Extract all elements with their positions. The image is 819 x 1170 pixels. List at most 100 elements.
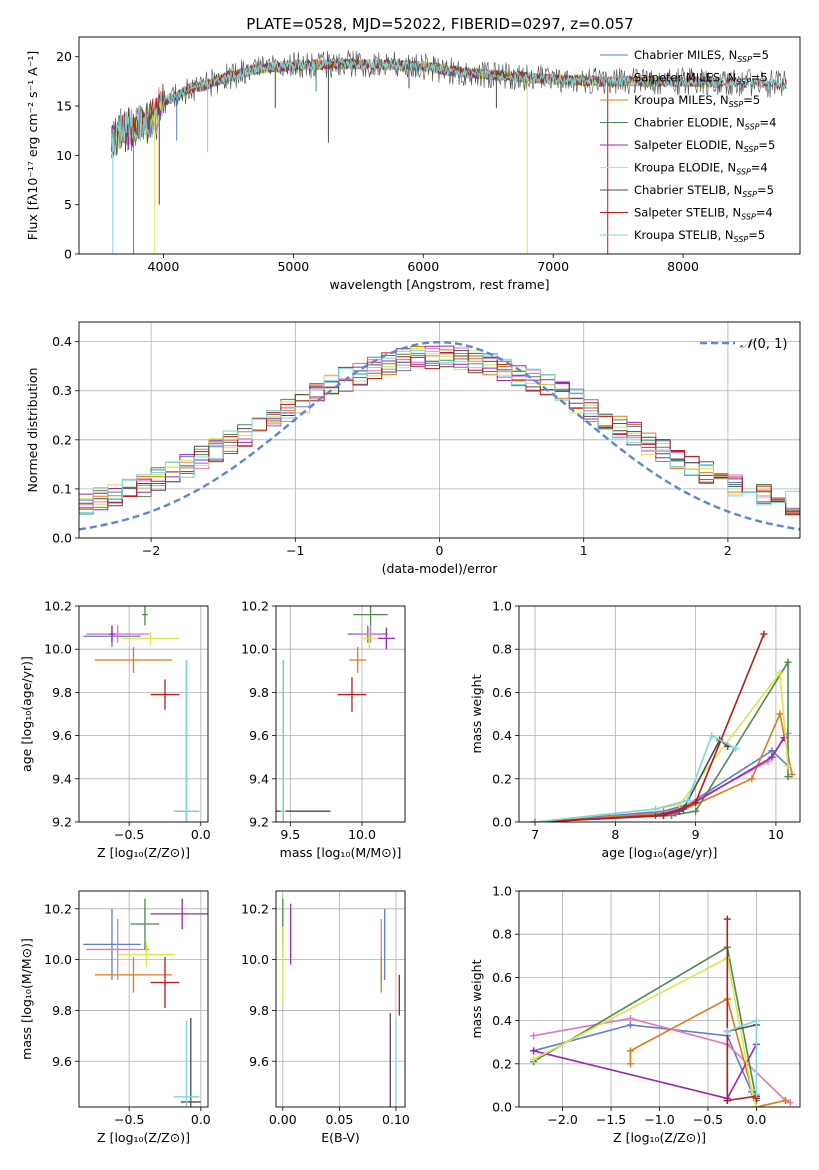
y-tick-label: 10.2 — [241, 599, 269, 614]
x-tick-label: 7000 — [537, 259, 569, 274]
y-tick-label: 10.0 — [241, 642, 269, 657]
weight-series — [723, 1017, 760, 1098]
x-tick-label: 0.10 — [382, 1112, 410, 1127]
weight-line — [535, 738, 729, 822]
weight-marker — [768, 753, 776, 761]
x-tick-label: 5000 — [277, 259, 309, 274]
legend-entry: Chabrier ELODIE, NSSP=4 — [634, 116, 776, 132]
legend-entry: Salpeter STELIB, NSSP=4 — [634, 206, 773, 222]
y-tick-label: 0.8 — [492, 927, 512, 942]
weight-series — [531, 732, 740, 822]
y-axis-label: mass [log₁₀(M/M⊙)] — [19, 938, 34, 1060]
axes-frame — [518, 890, 801, 1108]
legend-entry: Kroupa MILES, NSSP=5 — [634, 93, 760, 109]
x-tick-label: −1.5 — [596, 1112, 626, 1127]
plot-area — [83, 898, 208, 1107]
weight-series — [530, 954, 760, 1107]
panel-age-vs-Z: −0.5 0.0 9.2 9.4 9.6 9.8 10.0 10.2 Z [log₁₀(Z/Z⊙… — [19, 599, 211, 861]
panel-mass-vs-ebv: 0.00 0.05 0.10 9.6 9.8 10.0 10.2 E(B-V) — [241, 890, 410, 1145]
y-tick-label: 0.2 — [52, 432, 72, 447]
data-point — [150, 679, 180, 710]
legend-entry: Kroupa ELODIE, NSSP=4 — [634, 161, 768, 177]
x-tick-label: 6000 — [407, 259, 439, 274]
x-tick-label: 0.0 — [191, 827, 211, 842]
y-tick-label: 0.4 — [52, 334, 72, 349]
weight-marker — [530, 1047, 538, 1055]
histogram-series — [79, 350, 800, 513]
y-tick-label: 10.0 — [44, 642, 72, 657]
data-point — [150, 898, 208, 930]
weight-line — [533, 1044, 758, 1100]
weight-marker — [530, 1032, 538, 1040]
plot-area — [83, 606, 200, 822]
legend: 𝒩(0, 1) — [700, 337, 787, 352]
data-point — [94, 957, 173, 993]
y-tick-label: 10 — [56, 148, 72, 163]
weight-marker — [786, 1099, 794, 1107]
x-axis-label: Z [log₁₀(Z/Z⊙)] — [97, 845, 190, 860]
y-tick-label: 9.8 — [52, 1003, 72, 1018]
data-point — [180, 1018, 201, 1107]
weight-marker — [723, 1097, 731, 1105]
panel-spectrum: 4000 5000 6000 7000 8000 0 5 10 15 20 wavelength [… — [25, 36, 801, 292]
x-tick-label: 2 — [724, 543, 732, 558]
weight-line — [533, 1024, 758, 1099]
data-point — [353, 606, 388, 626]
axes-frame — [518, 605, 801, 823]
data-point — [150, 957, 180, 1008]
data-point — [117, 941, 176, 968]
spectrum-line — [111, 50, 787, 154]
weight-marker — [752, 1090, 760, 1098]
x-tick-label: −2.0 — [547, 1112, 577, 1127]
y-tick-label: 1.0 — [492, 599, 512, 614]
x-tick-label: −1 — [286, 543, 304, 558]
x-axis-label: mass [log₁₀(M/M⊙)] — [280, 845, 402, 860]
x-tick-label: −2 — [142, 543, 160, 558]
y-tick-label: 9.8 — [249, 1003, 269, 1018]
legend-entry: Salpeter ELODIE, NSSP=5 — [634, 138, 775, 154]
x-tick-label: 8000 — [667, 259, 699, 274]
weight-series — [531, 630, 768, 822]
figure-title: PLATE=0528, MJD=52022, FIBERID=0297, z=0… — [246, 15, 633, 33]
y-tick-label: 0.2 — [492, 771, 512, 786]
legend-entry: Chabrier MILES, NSSP=5 — [634, 48, 769, 64]
panel-massweight-vs-Z: −2.0 −1.5 −1.0 −0.5 0.0 0.0 0.2 0.4 0.6 0.8 1.0 Z [… — [469, 884, 801, 1145]
x-axis-label: wavelength [Angstrom, rest frame] — [329, 277, 549, 292]
data-point — [173, 1020, 200, 1107]
data-point — [353, 625, 388, 643]
y-tick-label: 0.8 — [492, 642, 512, 657]
y-tick-label: 0.4 — [492, 728, 512, 743]
weight-marker — [752, 1017, 760, 1025]
x-tick-label: 0.00 — [269, 1112, 297, 1127]
x-tick-label: 1 — [580, 543, 588, 558]
x-tick-label: 0.05 — [325, 1112, 353, 1127]
weight-line — [535, 633, 765, 822]
weight-marker — [692, 799, 700, 807]
y-tick-label: 0.2 — [492, 1056, 512, 1071]
weight-marker — [708, 732, 716, 740]
x-tick-label: 4000 — [148, 259, 180, 274]
x-tick-label: −0.5 — [693, 1112, 723, 1127]
data-point — [86, 625, 150, 643]
data-point — [280, 660, 287, 822]
weight-line — [535, 711, 793, 822]
x-tick-label: 0 — [436, 543, 444, 558]
y-tick-label: 9.6 — [249, 728, 269, 743]
weight-series — [531, 669, 792, 822]
x-axis-label: E(B-V) — [321, 1130, 360, 1145]
weight-marker — [626, 1014, 634, 1022]
weight-marker — [723, 915, 731, 923]
weight-marker — [530, 1055, 538, 1063]
axes-frame — [78, 605, 209, 823]
axes-frame — [78, 36, 801, 255]
y-tick-label: 9.2 — [249, 815, 269, 830]
x-axis-label: Z [log₁₀(Z/Z⊙)] — [613, 1130, 706, 1145]
x-axis-label: age [log₁₀(age/yr)] — [602, 845, 718, 860]
weight-marker — [531, 818, 539, 822]
y-tick-label: 0.0 — [52, 531, 72, 546]
y-tick-label: 10.0 — [241, 952, 269, 967]
data-point — [337, 677, 367, 712]
weight-marker — [626, 1060, 634, 1068]
weight-marker — [768, 747, 776, 755]
